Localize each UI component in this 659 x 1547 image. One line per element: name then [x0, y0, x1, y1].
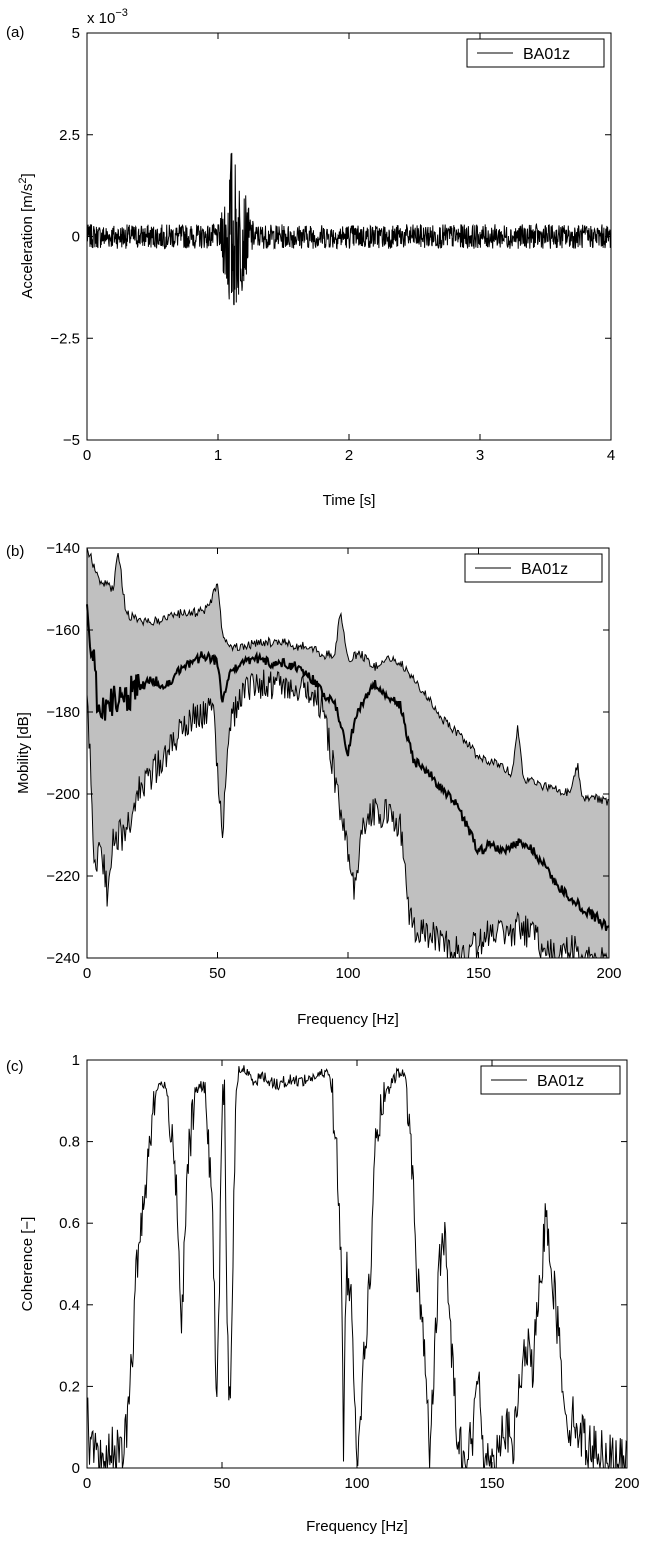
panel-a-ylabel-tail: ]: [19, 173, 36, 177]
panel-a-time-history: (a) x 10−3 −5 −2.5 0 2.5 5 0 1 2 3 4 Acceleratio…: [6, 7, 615, 509]
panel-a-frame: [86, 32, 612, 441]
panel-b-legend-text: BA01z: [521, 561, 568, 578]
panel-c-y-tick-label: 0.8: [59, 1134, 80, 1151]
panel-b-label: (b): [6, 543, 24, 560]
panel-a-label: (a): [6, 24, 24, 41]
panel-b-mobility: (b) −240 −220 −200 −180 −160 −140 0 50 100 150 20…: [6, 540, 622, 1028]
panel-a-y-axis-label-text: Acceleration [m/s2]: [17, 173, 36, 298]
panel-b-frame: [86, 547, 610, 959]
panel-a-series-line: [86, 152, 612, 306]
panel-c-y-tick-label: 0.2: [59, 1378, 80, 1395]
panel-c-y-tick-label: 0.6: [59, 1215, 80, 1232]
panel-c-y-tick-label: 0.4: [59, 1297, 80, 1314]
panel-a-x-tick-label: 2: [345, 447, 353, 464]
panel-a-x-tick-label: 3: [476, 447, 484, 464]
panel-b-y-tick-label: −240: [46, 950, 80, 967]
panel-c-x-ticks: 0 50 100 150 200: [83, 1060, 640, 1492]
panel-a-x-tick-label: 1: [214, 447, 222, 464]
panel-c-frame: [86, 1059, 628, 1469]
panel-c-coherence: (c) 0 0.2 0.4 0.6 0.8 1 0 50 100 150 200 Coherenc…: [6, 1052, 640, 1535]
panel-b-x-tick-label: 0: [83, 965, 91, 982]
panel-b-upper-bound-line: [86, 547, 609, 806]
panel-c-y-ticks: 0 0.2 0.4 0.6 0.8 1: [59, 1052, 627, 1477]
panel-c-y-axis-label: Coherence [−]: [19, 1217, 36, 1312]
panel-c-x-tick-label: 150: [479, 1475, 504, 1492]
panel-c-series-line: [86, 1065, 628, 1470]
panel-b-legend: BA01z: [464, 553, 603, 583]
panel-c-x-axis-label: Frequency [Hz]: [306, 1518, 408, 1535]
panel-a-y-tick-label: 2.5: [59, 127, 80, 144]
panel-b-x-tick-label: 100: [335, 965, 360, 982]
panel-b-x-tick-label: 150: [466, 965, 491, 982]
panel-a-exponent: x 10−3: [87, 7, 128, 27]
panel-c-plot-area: [87, 1060, 627, 1468]
panel-b-y-tick-label: −200: [46, 786, 80, 803]
panel-c-y-tick-label: 0: [72, 1460, 80, 1477]
panel-c-legend-text: BA01z: [537, 1073, 584, 1090]
panel-b-y-ticks: −240 −220 −200 −180 −160 −140: [46, 540, 609, 967]
panel-b-lower-bound-line: [86, 669, 609, 959]
panel-b-x-ticks: 0 50 100 150 200: [83, 548, 622, 982]
panel-b-y-tick-label: −220: [46, 868, 80, 885]
panel-b-y-tick-label: −160: [46, 622, 80, 639]
panel-c-x-tick-label: 0: [83, 1475, 91, 1492]
panel-a-x-tick-label: 0: [83, 447, 91, 464]
panel-b-x-tick-label: 50: [209, 965, 226, 982]
panel-a-y-tick-label: −2.5: [50, 330, 80, 347]
panel-a-y-tick-label: 5: [72, 25, 80, 42]
panel-a-ylabel-sup: 2: [17, 178, 29, 184]
panel-b-mean-line: [86, 604, 610, 931]
panel-c-y-tick-label: 1: [72, 1052, 80, 1069]
panel-b-x-tick-label: 200: [596, 965, 621, 982]
panel-b-x-axis-label: Frequency [Hz]: [297, 1011, 399, 1028]
panel-a-legend-text: BA01z: [523, 46, 570, 63]
panel-c-x-tick-label: 50: [214, 1475, 231, 1492]
panel-b-y-tick-label: −140: [46, 540, 80, 557]
panel-a-ylabel-main: Acceleration [m/s: [19, 184, 36, 299]
panel-a-x-axis-label: Time [s]: [323, 492, 376, 509]
panel-a-y-axis-label: Acceleration [m/s2]: [17, 173, 36, 298]
panel-a-legend: BA01z: [466, 38, 605, 68]
panel-a-y-tick-label: 0: [72, 229, 80, 246]
panel-c-label: (c): [6, 1058, 24, 1075]
panel-a-x-tick-label: 4: [607, 447, 615, 464]
panel-a-exponent-power: −3: [115, 7, 128, 19]
panel-b-y-tick-label: −180: [46, 704, 80, 721]
panel-c-x-tick-label: 200: [614, 1475, 639, 1492]
panel-a-y-tick-label: −5: [63, 432, 80, 449]
panel-b-y-axis-label: Mobility [dB]: [15, 712, 32, 794]
panel-c-legend: BA01z: [480, 1065, 621, 1095]
panel-c-x-tick-label: 100: [344, 1475, 369, 1492]
panel-a-exponent-base: x 10: [87, 10, 115, 27]
